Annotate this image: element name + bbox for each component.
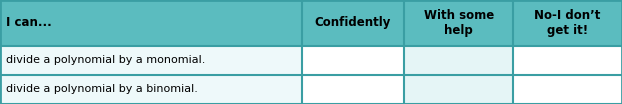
Text: divide a polynomial by a binomial.: divide a polynomial by a binomial. — [6, 84, 198, 94]
Text: No-I don’t
get it!: No-I don’t get it! — [534, 9, 601, 37]
Text: I can...: I can... — [6, 16, 52, 29]
Bar — [404, 75, 513, 104]
Bar — [0, 0, 302, 46]
Text: divide a polynomial by a monomial.: divide a polynomial by a monomial. — [6, 55, 206, 65]
Bar — [302, 0, 404, 46]
Bar — [513, 0, 622, 46]
Text: With some
help: With some help — [424, 9, 494, 37]
Bar — [513, 75, 622, 104]
Bar — [513, 46, 622, 75]
Bar — [0, 75, 302, 104]
Text: Confidently: Confidently — [315, 16, 391, 29]
Bar — [0, 46, 302, 75]
Bar — [302, 46, 404, 75]
Bar — [404, 0, 513, 46]
Bar — [302, 75, 404, 104]
Bar — [404, 46, 513, 75]
